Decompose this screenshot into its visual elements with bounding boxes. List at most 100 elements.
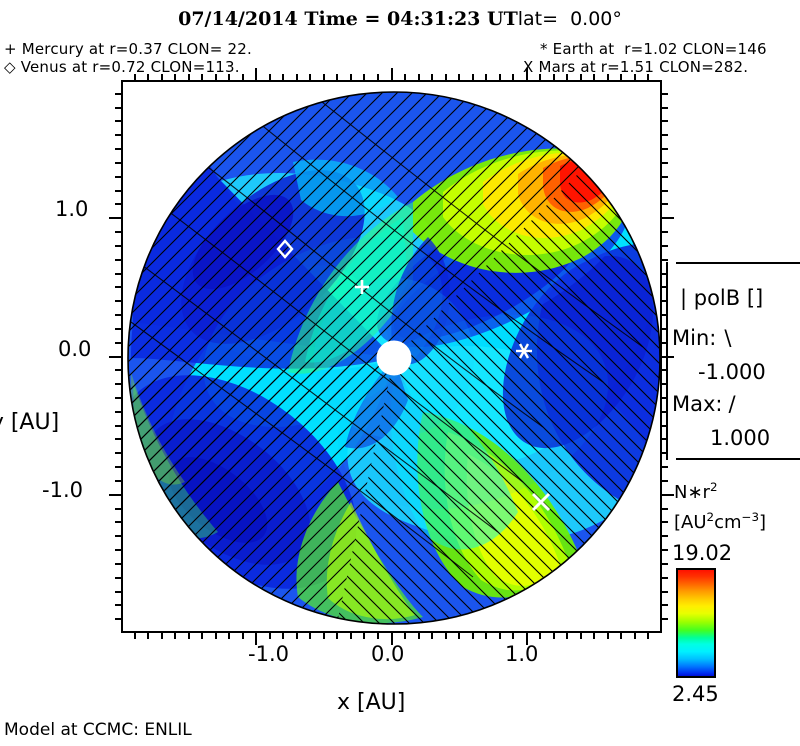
colorbar-max-label: 19.02 bbox=[672, 541, 733, 565]
y-minor-tick bbox=[115, 300, 123, 303]
y-minor-tick-right bbox=[660, 604, 668, 607]
legend-bottom-rule bbox=[676, 458, 800, 460]
page-title: 07/14/2014 Time = 04:31:23 UTlat= 0.00° bbox=[0, 8, 800, 30]
heliosphere-density-map bbox=[123, 82, 660, 631]
colorbar-units: [AU2cm−3] bbox=[674, 510, 767, 533]
y-minor-tick bbox=[115, 521, 123, 524]
legend-min-label: Min: bbox=[672, 326, 717, 350]
x-minor-tick bbox=[566, 631, 569, 639]
x-minor-tick bbox=[241, 631, 244, 639]
x-axis-title: x [AU] bbox=[337, 690, 406, 715]
x-minor-tick bbox=[295, 631, 298, 639]
y-minor-tick bbox=[115, 576, 123, 579]
x-minor-tick bbox=[309, 631, 312, 639]
y-minor-tick-right bbox=[660, 535, 668, 538]
legend-max-row: Max: / bbox=[672, 392, 736, 416]
x-minor-tick bbox=[431, 631, 434, 639]
planet-info-venus: ◇ Venus at r=0.72 CLON=113. bbox=[4, 58, 240, 76]
marker-mercury bbox=[355, 280, 369, 294]
x-minor-tick-top bbox=[485, 74, 488, 82]
y-minor-tick-right bbox=[660, 314, 668, 317]
x-minor-tick bbox=[498, 631, 501, 639]
x-minor-tick bbox=[147, 631, 150, 639]
x-minor-tick-top bbox=[431, 74, 434, 82]
planet-info-mercury: + Mercury at r=0.37 CLON= 22. bbox=[4, 40, 252, 58]
y-minor-tick bbox=[115, 92, 123, 95]
x-minor-tick bbox=[133, 631, 136, 639]
y-minor-tick bbox=[115, 452, 123, 455]
y-minor-tick-right bbox=[660, 300, 668, 303]
x-tick-label-pos1: 1.0 bbox=[505, 642, 539, 666]
x-minor-tick bbox=[485, 631, 488, 639]
x-minor-tick bbox=[322, 631, 325, 639]
x-minor-tick-top bbox=[579, 74, 582, 82]
x-minor-tick-top bbox=[349, 74, 352, 82]
y-minor-tick-right bbox=[660, 369, 668, 372]
x-minor-tick-top bbox=[458, 74, 461, 82]
x-minor-tick-top bbox=[376, 74, 379, 82]
y-minor-tick-right bbox=[660, 189, 668, 192]
x-minor-tick bbox=[282, 631, 285, 639]
y-minor-tick-right bbox=[660, 618, 668, 621]
y-minor-tick-right bbox=[660, 244, 668, 247]
x-minor-tick-top bbox=[404, 74, 407, 82]
x-minor-tick bbox=[214, 631, 217, 639]
colorbar-min-label: 2.45 bbox=[672, 682, 719, 706]
planet-info-earth: * Earth at r=1.02 CLON=146 bbox=[540, 40, 767, 58]
density-contours bbox=[130, 92, 644, 578]
y-minor-tick bbox=[115, 590, 123, 593]
x-minor-tick bbox=[647, 631, 650, 639]
x-minor-tick-top bbox=[282, 74, 285, 82]
y-minor-tick-right bbox=[660, 438, 668, 441]
x-minor-tick-top bbox=[336, 74, 339, 82]
x-minor-tick-top bbox=[322, 74, 325, 82]
y-minor-tick-right bbox=[660, 258, 668, 261]
legend-left-border bbox=[666, 262, 668, 460]
y-minor-tick bbox=[115, 604, 123, 607]
y-minor-tick-right bbox=[660, 231, 668, 234]
legend-min-row: Min: \ bbox=[672, 326, 731, 350]
y-minor-tick bbox=[115, 314, 123, 317]
y-major-tick-right bbox=[660, 217, 674, 220]
y-minor-tick bbox=[115, 562, 123, 565]
x-minor-tick bbox=[336, 631, 339, 639]
colorbar-gradient[interactable] bbox=[676, 568, 716, 678]
x-minor-tick-top bbox=[647, 74, 650, 82]
x-minor-tick bbox=[174, 631, 177, 639]
y-minor-tick bbox=[115, 410, 123, 413]
legend-variable-label: | polB [] bbox=[680, 286, 764, 310]
marker-mars bbox=[531, 492, 551, 512]
legend-top-rule bbox=[676, 262, 800, 264]
y-minor-tick-right bbox=[660, 590, 668, 593]
y-minor-tick-right bbox=[660, 507, 668, 510]
y-minor-tick bbox=[115, 549, 123, 552]
y-minor-tick-right bbox=[660, 562, 668, 565]
y-minor-tick bbox=[115, 148, 123, 151]
x-minor-tick-top bbox=[633, 74, 636, 82]
x-tick-label-neg1: -1.0 bbox=[248, 642, 289, 666]
x-minor-tick bbox=[349, 631, 352, 639]
legend-max-hatch-glyph: / bbox=[728, 392, 736, 416]
domain-boundary bbox=[127, 91, 660, 625]
polarity-legend: | polB [] Min: \ -1.000 Max:/ 1.000 bbox=[666, 262, 800, 460]
planet-info-mars: X Mars at r=1.51 CLON=282. bbox=[523, 58, 749, 76]
x-minor-tick bbox=[606, 631, 609, 639]
y-minor-tick-right bbox=[660, 549, 668, 552]
x-minor-tick-top bbox=[309, 74, 312, 82]
y-minor-tick bbox=[115, 327, 123, 330]
y-minor-tick bbox=[115, 175, 123, 178]
title-lat: lat= 0.00° bbox=[517, 8, 622, 30]
y-minor-tick bbox=[115, 438, 123, 441]
y-minor-tick bbox=[115, 106, 123, 109]
y-minor-tick-right bbox=[660, 410, 668, 413]
x-minor-tick bbox=[187, 631, 190, 639]
y-major-tick-right bbox=[660, 493, 674, 496]
y-minor-tick bbox=[115, 134, 123, 137]
colorbar-variable-name: N∗r2 bbox=[674, 480, 718, 503]
x-minor-tick bbox=[471, 631, 474, 639]
x-minor-tick-top bbox=[160, 74, 163, 82]
y-minor-tick-right bbox=[660, 161, 668, 164]
legend-min-hatch-glyph: \ bbox=[724, 326, 732, 350]
x-minor-tick bbox=[633, 631, 636, 639]
